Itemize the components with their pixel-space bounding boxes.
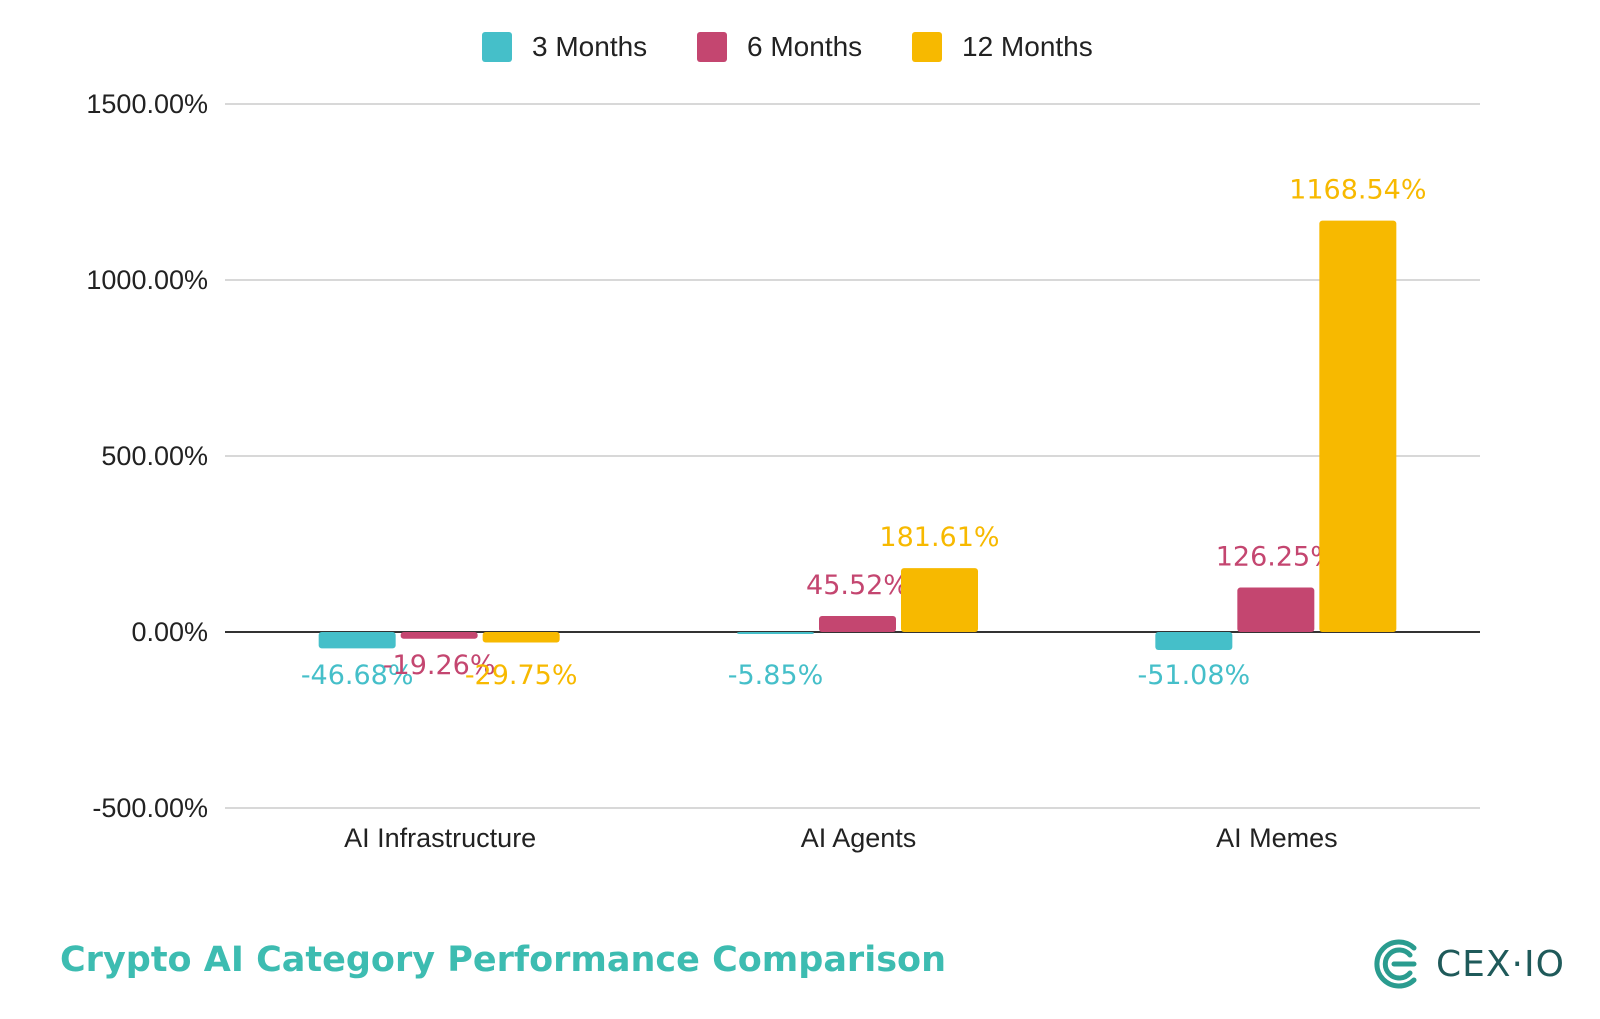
legend-label: 12 Months: [962, 31, 1093, 62]
bar-chart: 1500.00% 1000.00% 500.00% 0.00% -500.00% AI I…: [86, 31, 1480, 853]
bar: [737, 632, 814, 635]
data-label: -29.75%: [465, 660, 578, 691]
x-tick-label: AI Memes: [1216, 823, 1338, 853]
y-tick-label: -500.00%: [92, 793, 208, 823]
bar: [1237, 587, 1315, 632]
legend-swatch: [697, 32, 727, 62]
data-label: -51.08%: [1137, 660, 1250, 691]
legend-swatch: [912, 32, 942, 62]
bar: [1155, 632, 1233, 650]
brand: CEX·IO: [1370, 936, 1565, 992]
chart-area: 1500.00% 1000.00% 500.00% 0.00% -500.00% AI I…: [86, 31, 1480, 853]
y-tick-label: 1500.00%: [86, 89, 208, 119]
cex-io-logo-icon: [1374, 939, 1417, 989]
bar: [1319, 220, 1397, 632]
data-label: 45.52%: [806, 570, 909, 601]
data-label: 126.25%: [1216, 542, 1336, 573]
legend-label: 6 Months: [747, 31, 862, 62]
bar: [901, 568, 978, 632]
y-tick-label: 500.00%: [101, 441, 208, 471]
bar: [400, 632, 478, 639]
bar: [318, 632, 396, 649]
brand-name: CEX·IO: [1436, 943, 1565, 985]
y-tick-label: 0.00%: [131, 617, 208, 647]
data-label: -19.26%: [383, 650, 496, 681]
x-tick-label: AI Infrastructure: [344, 823, 536, 853]
y-tick-label: 1000.00%: [86, 265, 208, 295]
data-label: 181.61%: [879, 522, 999, 553]
chart-title: Crypto AI Category Performance Compariso…: [60, 940, 946, 980]
bar: [819, 615, 896, 632]
x-tick-label: AI Agents: [801, 823, 917, 853]
data-label: -46.68%: [301, 660, 414, 691]
data-label: 1168.54%: [1289, 175, 1426, 206]
legend-label: 3 Months: [532, 31, 647, 62]
legend-swatch: [482, 32, 512, 62]
bar: [482, 632, 560, 643]
data-label: -5.85%: [728, 660, 824, 691]
